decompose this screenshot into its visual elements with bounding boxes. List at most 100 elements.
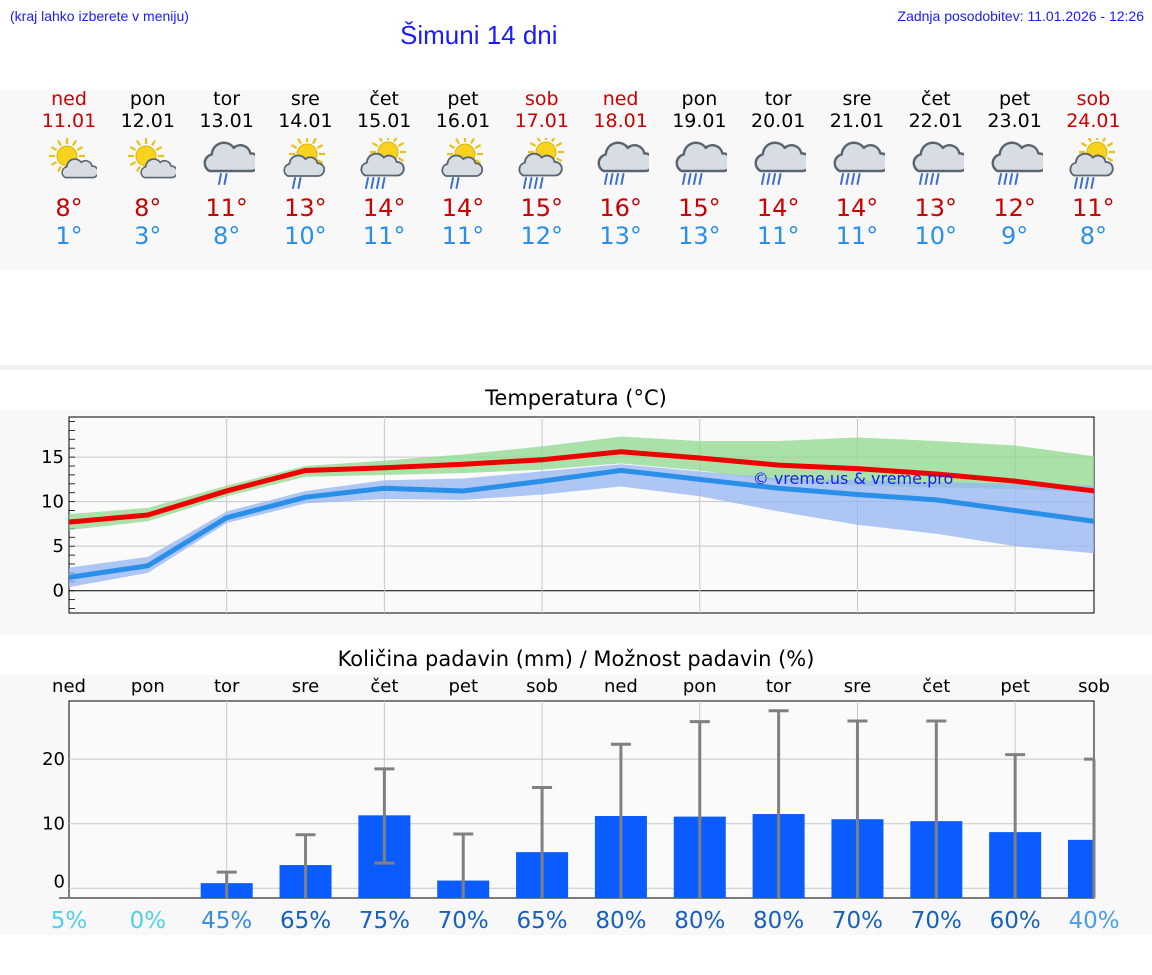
temp-min: 9° bbox=[1000, 222, 1029, 250]
category-label: tor bbox=[766, 676, 792, 697]
temp-max: 14° bbox=[362, 194, 406, 222]
precip-chart-title: Količina padavin (mm) / Možnost padavin … bbox=[337, 647, 815, 671]
watermark: © vreme.us & vreme.pro bbox=[753, 469, 954, 488]
temp-min: 8° bbox=[1079, 222, 1108, 250]
precip-probability: 5% bbox=[51, 908, 88, 934]
precip-probability: 65% bbox=[517, 908, 568, 934]
temp-min: 11° bbox=[835, 222, 879, 250]
cloud-heavy-rain-icon bbox=[975, 138, 1055, 190]
day-name: čet bbox=[921, 88, 951, 110]
day-date: 13.01 bbox=[199, 110, 254, 132]
cloud-heavy-rain-icon bbox=[817, 138, 897, 190]
category-label: pon bbox=[683, 676, 717, 697]
sun-cloud-icon bbox=[108, 138, 188, 190]
y-tick-label: 10 bbox=[41, 492, 64, 513]
temp-min: 11° bbox=[441, 222, 485, 250]
cloud-heavy-rain-icon bbox=[896, 138, 976, 190]
range-band-max-range bbox=[69, 436, 1094, 531]
day-name: pet bbox=[447, 88, 479, 110]
temp-max: 13° bbox=[914, 194, 958, 222]
cloud-heavy-rain-icon bbox=[581, 138, 661, 190]
temp-max: 8° bbox=[55, 194, 83, 222]
temp-min: 10° bbox=[914, 222, 958, 250]
day-date: 12.01 bbox=[120, 110, 175, 132]
temp-max: 12° bbox=[993, 194, 1036, 222]
day-column: pet 16.01 14° 11° bbox=[423, 88, 503, 250]
sun-cloud-icon bbox=[29, 138, 109, 190]
day-date: 20.01 bbox=[750, 110, 806, 132]
category-label: ned bbox=[604, 676, 638, 697]
day-date: 16.01 bbox=[435, 110, 491, 132]
temp-max: 11° bbox=[1072, 194, 1115, 222]
temp-min: 1° bbox=[55, 222, 83, 250]
precip-probability: 80% bbox=[753, 908, 804, 934]
day-date: 22.01 bbox=[908, 110, 963, 132]
y-tick-label: 5 bbox=[53, 536, 64, 557]
category-label: sob bbox=[526, 676, 558, 697]
temp-max: 13° bbox=[284, 194, 327, 222]
day-name: tor bbox=[213, 88, 241, 110]
y-tick-label: 10 bbox=[42, 814, 65, 835]
sun-cloud-heavy-rain-icon bbox=[502, 138, 582, 190]
precip-bar bbox=[1068, 839, 1094, 898]
precip-probability: 80% bbox=[674, 908, 725, 934]
precip-probability: 70% bbox=[911, 908, 962, 934]
temp-min: 11° bbox=[362, 222, 406, 250]
y-tick-label: 20 bbox=[42, 749, 65, 770]
precipitation-chart: ned pon tor sre čet pet sob ned pon tor sre čet pet s… bbox=[42, 676, 1119, 934]
day-date: 18.01 bbox=[593, 110, 648, 132]
temp-min: 13° bbox=[678, 222, 721, 250]
temp-max: 15° bbox=[520, 194, 564, 222]
day-name: tor bbox=[764, 88, 792, 110]
day-column: sob 24.01 11° 8° bbox=[1053, 88, 1133, 250]
category-label: pon bbox=[131, 676, 165, 697]
category-label: sob bbox=[1078, 676, 1110, 697]
temp-min: 13° bbox=[599, 222, 642, 250]
day-column: čet 22.01 13° 10° bbox=[896, 88, 976, 250]
precip-probability: 65% bbox=[280, 908, 331, 934]
day-column: sre 21.01 14° 11° bbox=[817, 88, 897, 250]
day-date: 17.01 bbox=[514, 110, 569, 132]
cloud-rain-icon bbox=[187, 138, 267, 190]
day-column: pon 12.01 8° 3° bbox=[108, 88, 188, 250]
day-name: sre bbox=[290, 88, 320, 110]
precip-probability: 75% bbox=[359, 908, 410, 934]
sun-cloud-heavy-rain-icon bbox=[344, 138, 424, 190]
precip-probability: 60% bbox=[990, 908, 1041, 934]
day-date: 21.01 bbox=[829, 110, 885, 132]
precip-probability: 80% bbox=[595, 908, 646, 934]
day-column: ned 11.01 8° 1° bbox=[29, 88, 109, 250]
temp-min: 12° bbox=[520, 222, 564, 250]
y-tick-label: 15 bbox=[41, 447, 64, 468]
day-name: pon bbox=[681, 88, 718, 110]
divider bbox=[0, 365, 1152, 370]
page-title: Šimuni 14 dni bbox=[400, 20, 558, 50]
y-tick-label: 0 bbox=[53, 581, 64, 602]
day-column: čet 15.01 14° 11° bbox=[344, 88, 424, 250]
day-column: pet 23.01 12° 9° bbox=[975, 88, 1055, 250]
temp-min: 11° bbox=[756, 222, 800, 250]
temp-max: 16° bbox=[599, 194, 642, 222]
precip-probability: 0% bbox=[130, 908, 167, 934]
day-name: ned bbox=[51, 88, 87, 110]
day-date: 11.01 bbox=[41, 110, 97, 132]
y-tick-label: 0 bbox=[54, 871, 65, 892]
day-name: pet bbox=[998, 88, 1031, 110]
last-update: Zadnja posodobitev: 11.01.2026 - 12:26 bbox=[897, 8, 1144, 24]
category-label: ned bbox=[52, 676, 86, 697]
sun-cloud-rain-icon bbox=[423, 138, 503, 190]
temp-max: 15° bbox=[678, 194, 721, 222]
day-date: 14.01 bbox=[278, 110, 333, 132]
precip-probability: 40% bbox=[1068, 908, 1119, 934]
day-column: sob 17.01 15° 12° bbox=[502, 88, 582, 250]
temperature-chart: 0 5 10 15 © vreme.us & vreme.pro bbox=[41, 416, 1095, 614]
location-hint: (kraj lahko izberete v meniju) bbox=[10, 8, 189, 24]
forecast-strip-bg bbox=[0, 90, 1152, 270]
day-date: 23.01 bbox=[987, 110, 1042, 132]
temp-max: 14° bbox=[441, 194, 485, 222]
temp-max: 14° bbox=[835, 194, 879, 222]
day-column: tor 20.01 14° 11° bbox=[738, 88, 818, 250]
series-line-min bbox=[68, 467, 1095, 580]
cloud-heavy-rain-icon bbox=[659, 138, 739, 190]
temp-min: 10° bbox=[284, 222, 327, 250]
